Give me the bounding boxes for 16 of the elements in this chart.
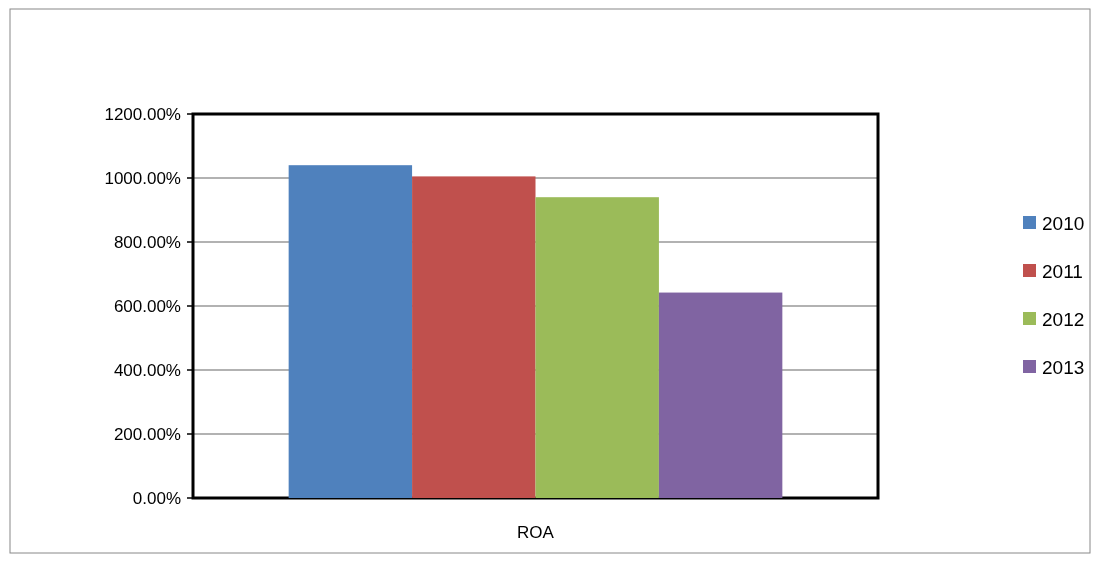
bar [412,176,536,498]
legend-label: 2010 [1042,212,1085,234]
legend-label: 2013 [1042,356,1085,378]
bar [288,165,413,498]
y-tick-label: 0.00% [132,488,181,508]
bar [658,292,783,498]
y-tick-label: 200.00% [113,424,181,444]
y-tick-label: 600.00% [113,296,181,316]
y-tick-label: 400.00% [113,360,181,380]
y-tick-label: 1200.00% [104,104,181,124]
bar [535,197,659,498]
legend-label: 2011 [1042,260,1083,282]
legend-label: 2012 [1042,308,1085,330]
y-tick-label: 800.00% [113,232,181,252]
x-tick-label: ROA [517,523,555,542]
y-tick-label: 1000.00% [104,168,181,188]
